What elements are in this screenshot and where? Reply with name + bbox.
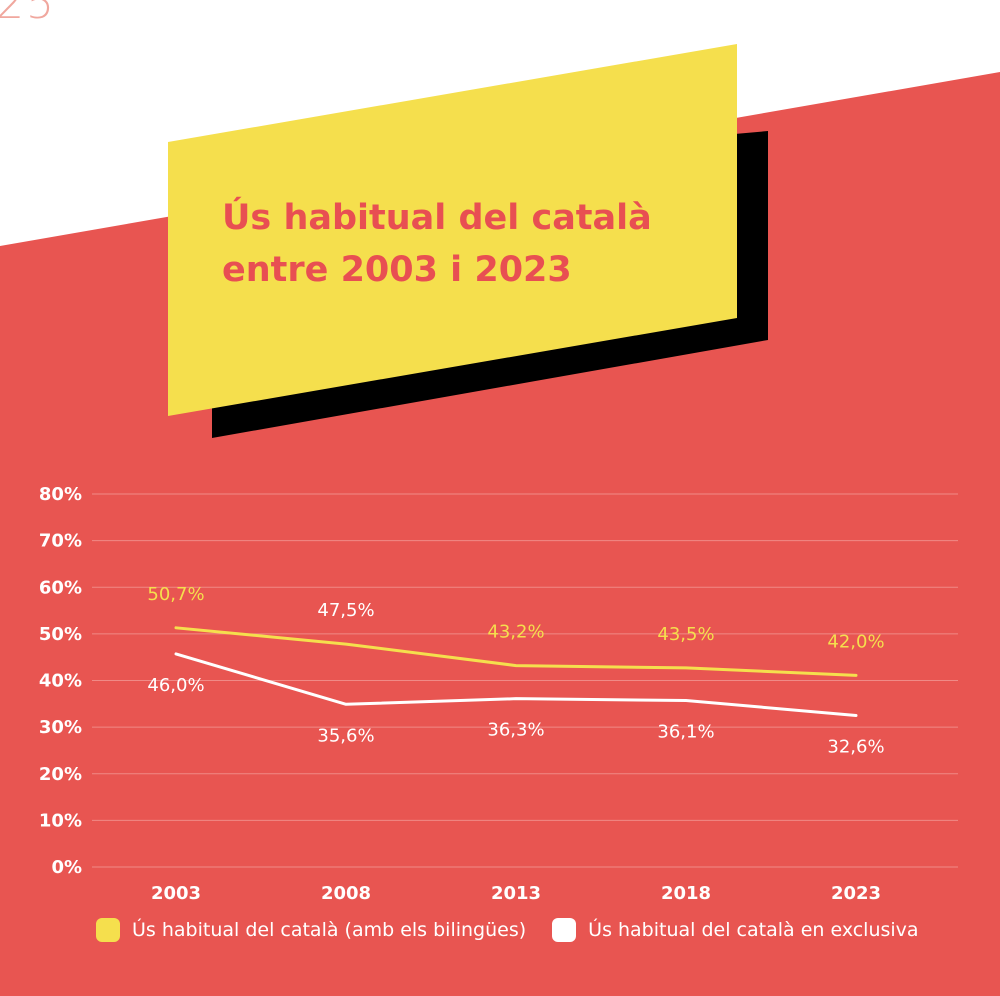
y-tick-label: 70%	[39, 531, 82, 552]
chart-title: Ús habitual del català entre 2003 i 2023	[222, 192, 702, 296]
x-axis-ticks: 2003 2008 2013 2018 2023	[151, 883, 881, 904]
data-label: 43,2%	[487, 622, 544, 643]
page-number: 25	[0, 0, 56, 29]
series-lines	[174, 626, 858, 717]
chart-title-line-1: Ús habitual del català	[222, 198, 652, 238]
legend-label-bilingual: Ús habitual del català (amb els bilingüe…	[132, 919, 527, 941]
y-tick-label: 10%	[39, 810, 82, 831]
x-tick-label: 2023	[831, 883, 881, 904]
y-tick-label: 0%	[51, 857, 82, 878]
data-label: 36,3%	[487, 720, 544, 741]
y-tick-label: 20%	[39, 764, 82, 785]
series-line-exclusive	[174, 652, 858, 717]
data-label: 46,0%	[147, 675, 204, 696]
legend-item-bilingual: Ús habitual del català (amb els bilingüe…	[96, 918, 526, 942]
x-tick-label: 2013	[491, 883, 541, 904]
y-tick-label: 40%	[39, 671, 82, 692]
chart-title-line-2: entre 2003 i 2023	[222, 250, 572, 290]
legend-item-exclusive: Ús habitual del català en exclusiva	[552, 918, 919, 942]
x-tick-label: 2003	[151, 883, 201, 904]
legend-label-exclusive: Ús habitual del català en exclusiva	[588, 919, 919, 941]
title-panel	[168, 44, 737, 416]
data-labels: 50,7% 47,5% 43,2% 43,5% 42,0% 46,0% 35,6% 36,3%…	[147, 584, 884, 758]
data-label: 32,6%	[827, 736, 884, 757]
x-tick-label: 2018	[661, 883, 711, 904]
data-label: 36,1%	[657, 722, 714, 743]
data-label: 50,7%	[147, 584, 204, 605]
x-tick-label: 2008	[321, 883, 371, 904]
legend-swatch-yellow	[96, 918, 120, 942]
y-tick-label: 60%	[39, 577, 82, 598]
data-label: 42,0%	[827, 631, 884, 652]
y-tick-label: 80%	[39, 484, 82, 505]
legend: Ús habitual del català (amb els bilingüe…	[96, 918, 945, 942]
data-label: 47,5%	[317, 600, 374, 621]
y-tick-label: 50%	[39, 624, 82, 645]
gridlines	[92, 493, 958, 868]
data-label: 43,5%	[657, 624, 714, 645]
data-label: 35,6%	[317, 725, 374, 746]
legend-swatch-white	[552, 918, 577, 942]
y-axis-ticks: 0% 10% 20% 30% 40% 50% 60% 70% 80%	[39, 484, 82, 878]
y-tick-label: 30%	[39, 717, 82, 738]
line-chart: 0%10%20%30%40%50%60%70%80% 2003 2008 2013 2…	[39, 484, 958, 904]
